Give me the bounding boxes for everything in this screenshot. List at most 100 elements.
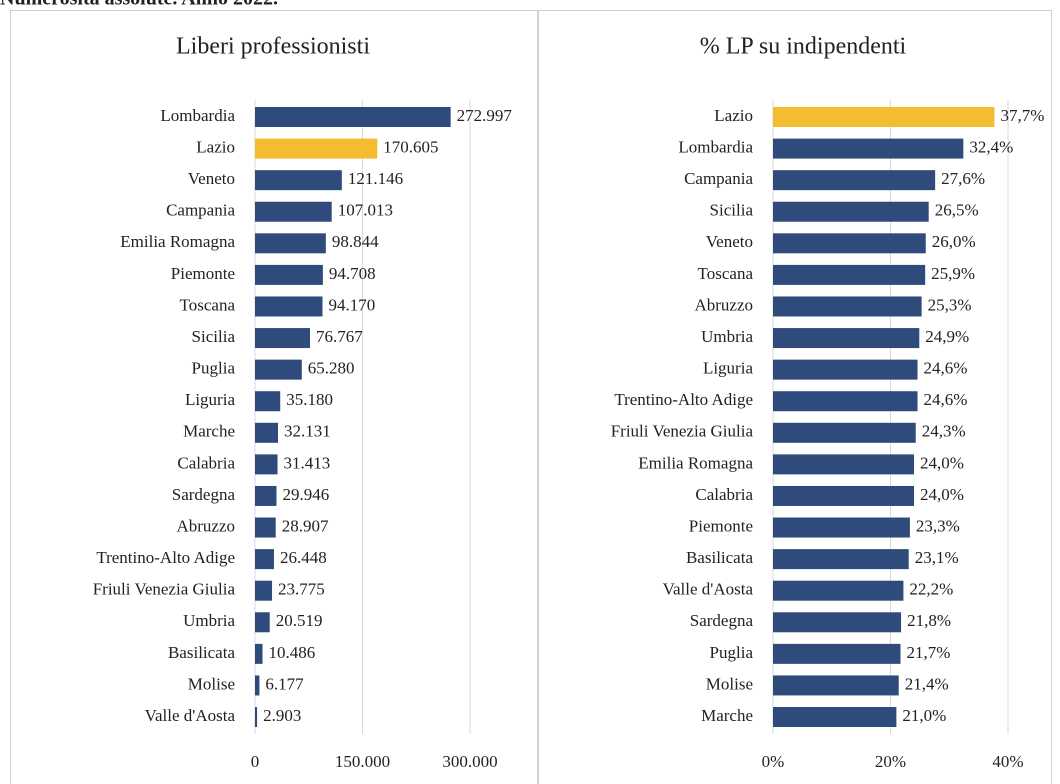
category-label: Basilicata	[168, 643, 235, 662]
bar	[255, 612, 270, 633]
bar	[773, 391, 918, 412]
value-label: 21,8%	[907, 611, 951, 630]
bar	[255, 580, 273, 601]
category-label: Umbria	[701, 327, 753, 346]
value-label: 31.413	[284, 453, 331, 472]
bar	[773, 485, 914, 506]
category-label: Puglia	[192, 359, 236, 378]
category-label: Sardegna	[690, 611, 754, 630]
value-label: 121.146	[348, 169, 403, 188]
bar	[773, 233, 926, 254]
category-label: Piemonte	[689, 516, 753, 535]
value-label: 24,9%	[925, 327, 969, 346]
value-label: 25,9%	[931, 264, 975, 283]
bar	[255, 485, 277, 506]
bar	[255, 359, 302, 380]
bar	[255, 170, 342, 191]
bar	[255, 201, 332, 222]
value-label: 2.903	[263, 706, 301, 725]
bar	[773, 580, 904, 601]
value-label: 26,0%	[932, 232, 976, 251]
bar	[255, 675, 260, 696]
category-label: Emilia Romagna	[638, 453, 753, 472]
value-label: 21,7%	[906, 643, 950, 662]
category-label: Liguria	[185, 390, 235, 409]
value-label: 65.280	[308, 359, 355, 378]
x-tick-label: 150.000	[335, 752, 390, 771]
value-label: 10.486	[269, 643, 316, 662]
panel-border	[10, 10, 538, 784]
value-label: 32.131	[284, 422, 331, 441]
bar	[255, 517, 276, 538]
value-label: 6.177	[265, 674, 304, 693]
category-label: Trentino-Alto Adige	[614, 390, 753, 409]
x-tick-label: 0	[251, 752, 260, 771]
category-label: Marche	[701, 706, 753, 725]
bar	[255, 549, 274, 570]
bar	[773, 296, 922, 317]
category-label: Trentino-Alto Adige	[96, 548, 235, 567]
value-label: 35.180	[286, 390, 333, 409]
x-tick-label: 300.000	[442, 752, 497, 771]
bar	[255, 264, 323, 285]
category-label: Umbria	[183, 611, 235, 630]
category-label: Veneto	[706, 232, 753, 251]
value-label: 23.775	[278, 580, 325, 599]
value-label: 23,1%	[915, 548, 959, 567]
bar	[255, 296, 323, 317]
value-label: 94.170	[328, 295, 375, 314]
category-label: Lazio	[714, 106, 753, 125]
category-label: Puglia	[710, 643, 754, 662]
bar	[255, 643, 263, 664]
category-label: Friuli Venezia Giulia	[611, 422, 754, 441]
category-label: Marche	[183, 422, 235, 441]
value-label: 24,3%	[922, 422, 966, 441]
x-tick-label: 40%	[992, 752, 1023, 771]
caption: Numerosità assolute. Anno 2022.	[0, 0, 278, 10]
bar	[255, 138, 378, 159]
value-label: 26,5%	[935, 201, 979, 220]
category-label: Toscana	[180, 295, 236, 314]
category-label: Sardegna	[172, 485, 236, 504]
bar	[773, 201, 929, 222]
value-label: 37,7%	[1000, 106, 1044, 125]
value-label: 20.519	[276, 611, 323, 630]
bar	[773, 707, 897, 728]
panel-border	[538, 10, 1052, 784]
value-label: 21,4%	[905, 674, 949, 693]
category-label: Emilia Romagna	[120, 232, 235, 251]
bar	[773, 549, 909, 570]
value-label: 32,4%	[969, 137, 1013, 156]
bar	[255, 454, 278, 475]
category-label: Molise	[188, 674, 235, 693]
value-label: 26.448	[280, 548, 327, 567]
category-label: Calabria	[177, 453, 235, 472]
bar	[255, 107, 451, 127]
bar	[773, 264, 926, 285]
bar	[773, 675, 899, 696]
value-label: 107.013	[338, 201, 393, 220]
value-label: 24,6%	[924, 359, 968, 378]
value-label: 76.767	[316, 327, 363, 346]
bar	[255, 233, 326, 254]
value-label: 24,0%	[920, 453, 964, 472]
category-label: Friuli Venezia Giulia	[93, 580, 236, 599]
x-tick-label: 20%	[875, 752, 906, 771]
category-label: Campania	[166, 201, 235, 220]
value-label: 272.997	[457, 106, 513, 125]
category-label: Lombardia	[160, 106, 235, 125]
value-label: 22,2%	[909, 580, 953, 599]
value-label: 21,0%	[902, 706, 946, 725]
bar	[255, 422, 279, 443]
category-label: Piemonte	[171, 264, 235, 283]
value-label: 28.907	[282, 516, 329, 535]
value-label: 25,3%	[928, 295, 972, 314]
bar	[773, 138, 964, 159]
bar	[773, 517, 910, 538]
category-label: Valle d'Aosta	[663, 580, 754, 599]
value-label: 98.844	[332, 232, 379, 251]
bar	[773, 454, 914, 475]
category-label: Valle d'Aosta	[145, 706, 236, 725]
value-label: 29.946	[282, 485, 329, 504]
